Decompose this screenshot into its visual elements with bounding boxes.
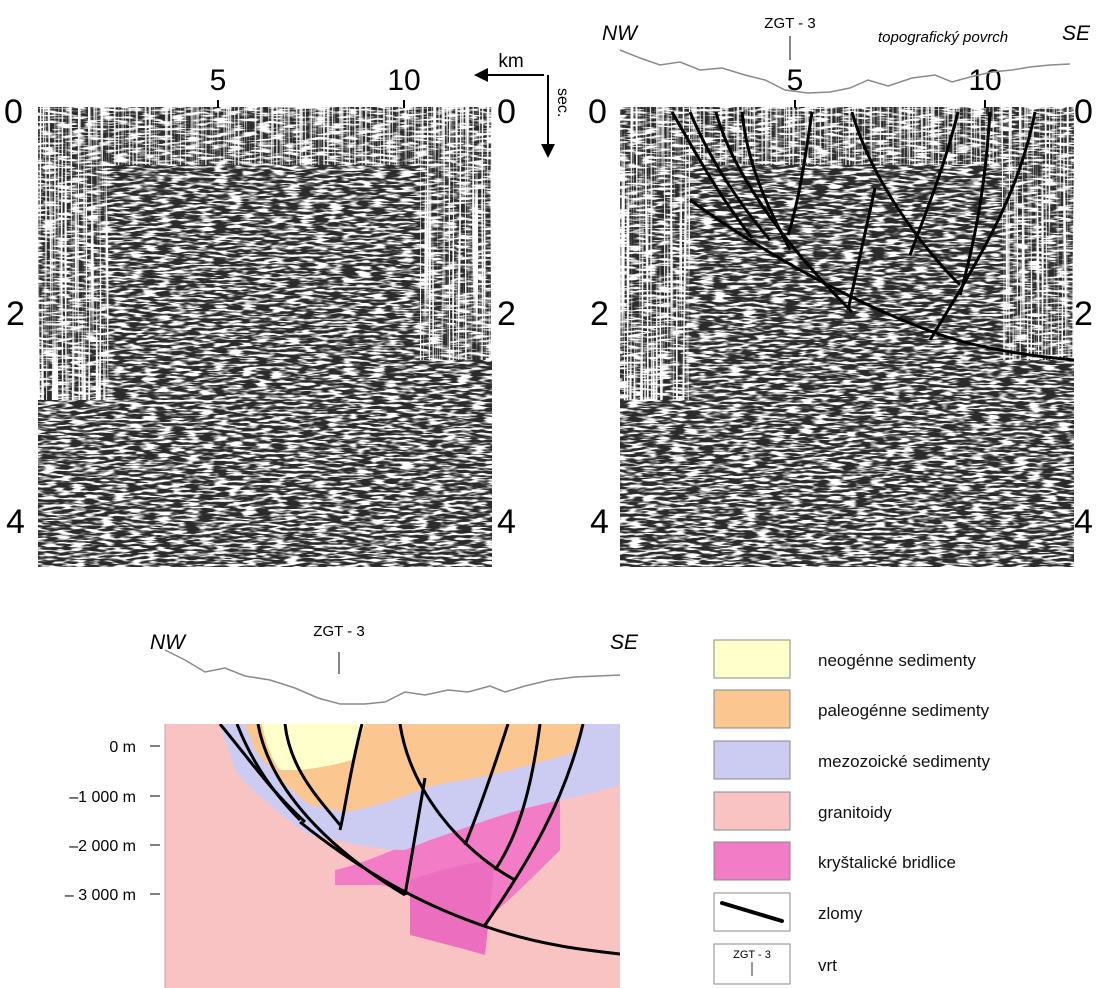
fault-line (928, 111, 1037, 341)
legend-label-granitoids: granitoidy (818, 803, 892, 822)
legend-label-mesozoic: mezozoické sedimenty (818, 752, 990, 771)
depth-tick-label: 4 (1074, 503, 1093, 541)
legend-label-paleogene: paleogénne sedimenty (818, 701, 990, 720)
seismic-panel-right: 5 10 0 2 4 0 2 4 ZGT - 3 NW SE topografi… (588, 15, 1093, 567)
legend-swatch-crystalline-schists (713, 841, 791, 881)
legend-label-faults: zlomy (818, 904, 863, 923)
fault-line (740, 111, 792, 251)
depth-tick-label: 4 (6, 503, 25, 541)
fault-line (463, 724, 510, 846)
seismic-trace-zone-right (420, 107, 492, 360)
depth-tick-label: 2 (6, 295, 25, 333)
km-axis-label: km (498, 51, 523, 72)
fault-line (850, 111, 962, 287)
depth-tick-label: 2 (590, 295, 609, 333)
depth-label: –1 000 m (69, 789, 136, 806)
fault-line (846, 187, 877, 311)
km-arrow-head-icon (474, 68, 488, 82)
well-label: ZGT - 3 (764, 15, 815, 32)
depth-label: – 3 000 m (65, 887, 136, 904)
fault-line (483, 724, 585, 926)
nw-label: NW (150, 631, 187, 654)
nw-label: NW (602, 22, 639, 45)
fault-line (714, 111, 854, 314)
topographic-surface-line (619, 49, 1071, 94)
surface-label: topografický povrch (878, 29, 1008, 46)
fault-line (786, 111, 814, 236)
legend-label-crystalline-schists: kryštalické bridlice (818, 853, 956, 872)
fault-line (283, 724, 342, 826)
depth-label: –2 000 m (69, 838, 136, 855)
depth-tick-label: 0 (4, 93, 23, 131)
fault-line (218, 724, 307, 824)
depth-tick-label: 4 (590, 503, 609, 541)
fault-line (338, 724, 364, 831)
fault-line (958, 111, 992, 296)
interpreted-faults (670, 111, 1074, 362)
depth-tick-label: 4 (497, 503, 516, 541)
legend-swatch-granitoids (713, 791, 791, 831)
fault-line (908, 111, 960, 256)
depth-tick-label: 0 (588, 93, 607, 131)
seismic-noise (38, 107, 492, 567)
depth-label: 0 m (109, 739, 136, 756)
legend-label-well: vrt (818, 956, 837, 975)
seismic-trace-zone-left (38, 107, 110, 400)
legend-swatch-mesozoic (713, 740, 791, 780)
depth-tick-label: 0 (1074, 93, 1093, 131)
legend-label-neogene: neogénne sedimenty (818, 651, 976, 670)
fault-line (403, 777, 427, 896)
well-label: ZGT - 3 (313, 623, 364, 640)
fault-main-detachment (689, 198, 1074, 362)
section-faults (218, 724, 620, 956)
sec-axis-label: sec. (554, 88, 571, 117)
depth-tick-label: 2 (497, 295, 516, 333)
seismic-trace-zone-right (1002, 107, 1074, 360)
km-tick-label: 5 (787, 64, 804, 97)
seismic-noise (620, 107, 1074, 567)
fault-line (688, 111, 772, 241)
fault-line (670, 111, 754, 239)
legend-swatch-paleogene (713, 689, 791, 729)
depth-ticks (150, 745, 160, 895)
fault-line (235, 724, 302, 822)
crystalline-schist-body (410, 860, 495, 955)
seismic-trace-zone-top (100, 107, 430, 165)
depth-axis: 0 m –1 000 m –2 000 m – 3 000 m (65, 739, 136, 904)
legend-swatch-neogene (713, 639, 791, 679)
seismic-trace-zone-top (682, 107, 1012, 165)
seismic-panel-left: 5 10 0 2 4 0 2 4 km sec. (4, 51, 571, 567)
legend: neogénne sedimenty paleogénne sedimenty … (713, 639, 990, 985)
fault-symbol-icon (720, 901, 784, 923)
depth-tick-label: 0 (497, 93, 516, 131)
fault-line (256, 724, 406, 897)
se-label: SE (1062, 22, 1091, 45)
km-tick-label: 10 (387, 64, 420, 97)
km-tick-label: 10 (968, 64, 1001, 97)
crystalline-schist-body (335, 800, 560, 920)
fault-line (493, 724, 542, 871)
depth-tick-label: 2 (1074, 295, 1093, 333)
km-tick-label: 5 (210, 64, 227, 97)
se-label: SE (610, 631, 639, 654)
geological-section: NW SE ZGT - 3 (65, 623, 639, 988)
well-symbol-label: ZGT - 3 (733, 949, 771, 961)
seismic-trace-zone-left (620, 107, 690, 400)
topographic-surface-line (164, 649, 621, 705)
sec-arrow-head-icon (541, 144, 555, 158)
